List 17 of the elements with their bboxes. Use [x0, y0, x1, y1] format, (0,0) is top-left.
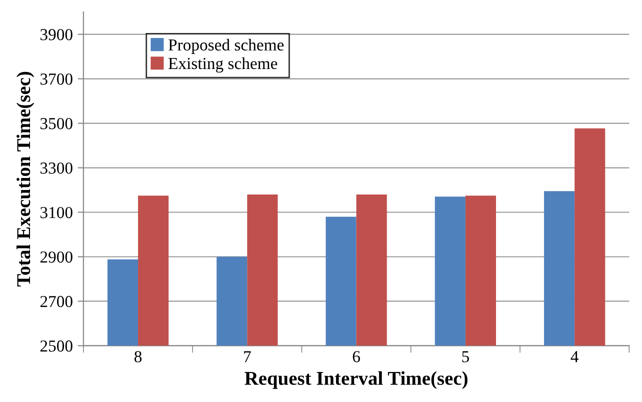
y-axis-title: Total Execution Time(sec) [16, 72, 34, 286]
y-tick-label: 3300 [40, 162, 72, 174]
y-tick-label: 2500 [40, 340, 72, 352]
y-tick-label: 2700 [40, 296, 72, 308]
legend-label: Proposed scheme [168, 38, 284, 54]
y-tick-label: 3900 [40, 29, 72, 40]
x-tick-label: 7 [244, 351, 251, 362]
x-tick-label: 8 [134, 351, 142, 362]
x-tick-label: 6 [352, 351, 360, 362]
y-tick-label: 3500 [40, 118, 72, 130]
legend-label: Existing scheme [168, 57, 278, 73]
y-tick-label: 3700 [40, 73, 72, 85]
y-tick-label: 2900 [40, 251, 72, 263]
x-axis-title: Request Interval Time(sec) [244, 371, 468, 389]
x-tick-label: 5 [462, 351, 469, 362]
y-tick-label: 3100 [40, 206, 72, 218]
x-tick-label: 4 [570, 351, 578, 362]
